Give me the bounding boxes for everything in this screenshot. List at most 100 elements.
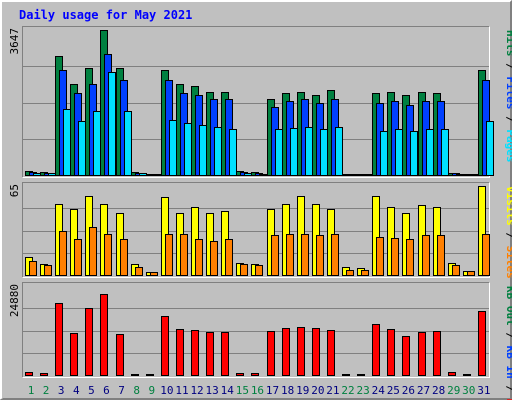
hits-bar-pages-day-20 <box>320 129 328 176</box>
sites-plot-highlight <box>22 182 490 278</box>
hits-side-label-pages: Pages <box>504 129 512 162</box>
x-tick-label-day-25: 25 <box>387 384 400 397</box>
kbytes-bar-kbytes-day-6 <box>100 294 108 376</box>
kbytes-bar-kbytes-day-24 <box>372 324 380 376</box>
sites-bar-sites-day-28 <box>437 235 445 276</box>
kbytes-bar-kbytes-day-10 <box>161 316 169 376</box>
sites-bar-sites-day-4 <box>74 239 82 276</box>
kbytes-bar-kbytes-day-4 <box>70 333 78 376</box>
hits-bar-pages-day-15 <box>244 173 252 176</box>
x-tick-label-day-17: 17 <box>266 384 279 397</box>
kbytes-bar-kbytes-day-27 <box>418 332 426 376</box>
sites-side-label-sites: Sites <box>504 246 512 279</box>
hits-bar-pages-day-7 <box>124 111 132 176</box>
sites-bar-sites-day-18 <box>286 234 294 276</box>
kbytes-ymax-label: 24880 <box>8 284 21 317</box>
kbytes-bar-kbytes-day-25 <box>387 329 395 376</box>
hits-bar-pages-day-25 <box>395 129 403 176</box>
x-tick-label-day-8: 8 <box>133 384 140 397</box>
hits-bar-pages-day-31 <box>486 121 494 176</box>
x-tick-label-day-21: 21 <box>326 384 339 397</box>
x-tick-label-day-15: 15 <box>236 384 249 397</box>
hits-bar-pages-day-22 <box>350 174 358 176</box>
hits-bar-pages-day-26 <box>410 131 418 176</box>
hits-bar-pages-day-6 <box>108 72 116 176</box>
hits-bar-pages-day-12 <box>199 125 207 176</box>
kbytes-bar-kbytes-day-11 <box>176 329 184 376</box>
kbytes-bar-kbytes-day-31 <box>478 311 486 376</box>
kbytes-bar-kbytes-day-17 <box>267 331 275 376</box>
sites-bar-sites-day-15 <box>240 264 248 276</box>
hits-side-label-hits: Hits <box>504 30 512 57</box>
hits-bar-pages-day-19 <box>305 127 313 176</box>
x-tick-label-day-12: 12 <box>190 384 203 397</box>
frame-shadow-inner <box>2 1 511 399</box>
sites-bar-sites-day-26 <box>406 239 414 276</box>
hits-side-legend: Hits / Files / Pages <box>504 30 512 163</box>
frame-highlight-inner <box>1 1 511 399</box>
hits-side-separator: / <box>504 57 512 77</box>
hits-panel: 3647 Hits / Files / Pages <box>8 26 512 178</box>
x-tick-label-day-10: 10 <box>160 384 173 397</box>
hits-side-separator: / <box>504 110 512 130</box>
sites-ymax-label: 65 <box>8 184 21 197</box>
x-tick-label-day-11: 11 <box>175 384 188 397</box>
hits-bar-pages-day-1 <box>33 173 41 176</box>
hits-bar-pages-day-28 <box>441 129 449 176</box>
x-tick-label-day-19: 19 <box>296 384 309 397</box>
x-tick-label-day-18: 18 <box>281 384 294 397</box>
kbytes-bar-kbytes-day-12 <box>191 330 199 376</box>
sites-bar-sites-day-21 <box>331 234 339 276</box>
sites-bar-sites-day-31 <box>482 234 490 276</box>
hits-bar-pages-day-30 <box>471 174 479 176</box>
x-tick-label-day-7: 7 <box>118 384 125 397</box>
x-tick-label-day-20: 20 <box>311 384 324 397</box>
x-tick-label-day-4: 4 <box>73 384 80 397</box>
kbytes-bar-kbytes-day-28 <box>433 331 441 376</box>
hits-bar-pages-day-8 <box>139 173 147 176</box>
kbytes-plot-shadow <box>22 282 490 378</box>
sites-bar-sites-day-22 <box>346 270 354 276</box>
kbytes-bar-kbytes-day-8 <box>131 374 139 376</box>
kbytes-bar-kbytes-day-14 <box>221 332 229 376</box>
x-tick-label-day-14: 14 <box>221 384 235 397</box>
kbytes-panel: 24880 KB Out / KB In / KB F <box>8 282 512 405</box>
x-tick-label-day-27: 27 <box>417 384 430 397</box>
x-tick-label-day-30: 30 <box>462 384 475 397</box>
sites-bar-sites-day-9 <box>150 272 158 276</box>
sites-bar-sites-day-30 <box>467 271 475 276</box>
kbytes-bar-kbytes-day-15 <box>236 373 244 376</box>
hits-ymax-label: 3647 <box>8 28 21 55</box>
hits-bar-pages-day-11 <box>184 123 192 176</box>
x-tick-label-day-16: 16 <box>251 384 264 397</box>
sites-side-separator: / <box>504 226 512 246</box>
kbytes-bar-kbytes-day-7 <box>116 334 124 376</box>
hits-plot-shadow <box>22 26 490 178</box>
kbytes-bar-kbytes-day-23 <box>357 374 365 376</box>
kbytes-bar-kbytes-day-19 <box>297 327 305 376</box>
kbytes-bar-kbytes-day-18 <box>282 328 290 376</box>
x-tick-label-day-6: 6 <box>103 384 110 397</box>
sites-bar-sites-day-14 <box>225 239 233 276</box>
x-tick-label-day-1: 1 <box>28 384 35 397</box>
hits-bar-pages-day-18 <box>290 128 298 176</box>
x-axis-labels: 1 2 3 4 5 6 7 8 9 10 11 12 13 14 15 16 17 18 19 20 21 22 23 24 2… <box>28 384 491 397</box>
x-tick-label-day-29: 29 <box>447 384 460 397</box>
kbytes-bar-kbytes-day-5 <box>85 308 93 376</box>
kbytes-bar-kbytes-day-26 <box>402 336 410 376</box>
sites-bar-sites-day-25 <box>391 238 399 276</box>
kbytes-bar-kbytes-day-13 <box>206 332 214 376</box>
hits-side-label-files: Files <box>504 76 512 109</box>
sites-bar-sites-day-6 <box>104 234 112 276</box>
kbytes-bar-kbytes-day-30 <box>463 374 471 376</box>
sites-bar-sites-day-3 <box>59 231 67 276</box>
hits-bar-pages-day-27 <box>426 129 434 176</box>
chart-title: Daily usage for May 2021 <box>19 8 192 22</box>
hits-bar-pages-day-29 <box>456 174 464 176</box>
sites-bar-sites-day-23 <box>361 270 369 276</box>
kbytes-side-separator: / <box>504 326 512 346</box>
sites-side-label-visits: Visits <box>504 186 512 226</box>
sites-bar-sites-day-2 <box>44 265 52 276</box>
